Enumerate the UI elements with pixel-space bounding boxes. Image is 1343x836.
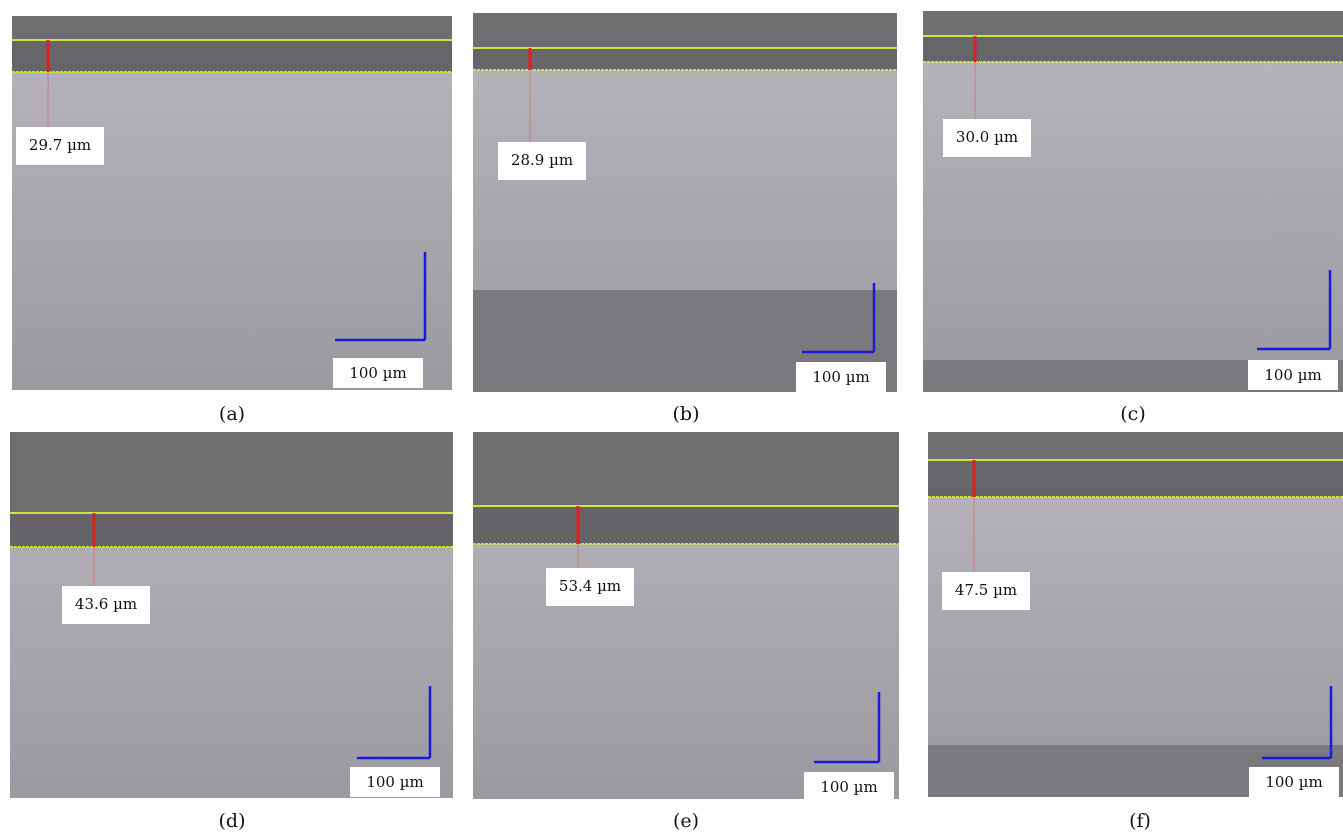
panel: 43.6 µm 100 µm (d) bbox=[10, 432, 453, 832]
scale-label: 100 µm bbox=[812, 368, 869, 386]
panel: 30.0 µm 100 µm (c) bbox=[923, 11, 1343, 425]
panel-caption: (e) bbox=[673, 810, 699, 832]
panel-caption: (d) bbox=[219, 810, 246, 832]
panel-caption: (a) bbox=[219, 403, 245, 425]
scale-label: 100 µm bbox=[1264, 366, 1321, 384]
panel: 28.9 µm 100 µm (b) bbox=[473, 13, 897, 425]
panel: 53.4 µm 100 µm (e) bbox=[473, 432, 899, 832]
top-region bbox=[928, 432, 1343, 460]
micrograph bbox=[923, 11, 1343, 392]
panel: 47.5 µm 100 µm (f) bbox=[928, 432, 1343, 832]
coating-layer bbox=[12, 40, 452, 72]
coating-layer bbox=[10, 513, 453, 547]
top-region bbox=[10, 432, 453, 513]
top-region bbox=[12, 16, 452, 40]
panel-caption: (f) bbox=[1129, 810, 1151, 832]
coating-layer bbox=[473, 506, 899, 544]
panel: 29.7 µm 100 µm (a) bbox=[12, 16, 452, 425]
top-region bbox=[473, 13, 897, 48]
scale-label: 100 µm bbox=[1265, 773, 1322, 791]
panel-caption: (c) bbox=[1120, 403, 1145, 425]
scale-label: 100 µm bbox=[820, 778, 877, 796]
coating-layer bbox=[473, 48, 897, 70]
measurement-label: 28.9 µm bbox=[511, 151, 573, 169]
coating-layer bbox=[923, 36, 1343, 62]
top-region bbox=[473, 432, 899, 506]
measurement-label: 43.6 µm bbox=[75, 595, 137, 613]
measurement-label: 47.5 µm bbox=[955, 581, 1017, 599]
figure: 29.7 µm 100 µm (a) 28.9 µm 100 µm (b) 30.0 µm 1… bbox=[0, 0, 1343, 836]
scale-label: 100 µm bbox=[349, 364, 406, 382]
top-region bbox=[923, 11, 1343, 36]
measurement-label: 53.4 µm bbox=[559, 577, 621, 595]
measurement-label: 30.0 µm bbox=[956, 128, 1018, 146]
scale-label: 100 µm bbox=[366, 773, 423, 791]
measurement-label: 29.7 µm bbox=[29, 136, 91, 154]
panel-caption: (b) bbox=[673, 403, 700, 425]
coating-layer bbox=[928, 460, 1343, 497]
